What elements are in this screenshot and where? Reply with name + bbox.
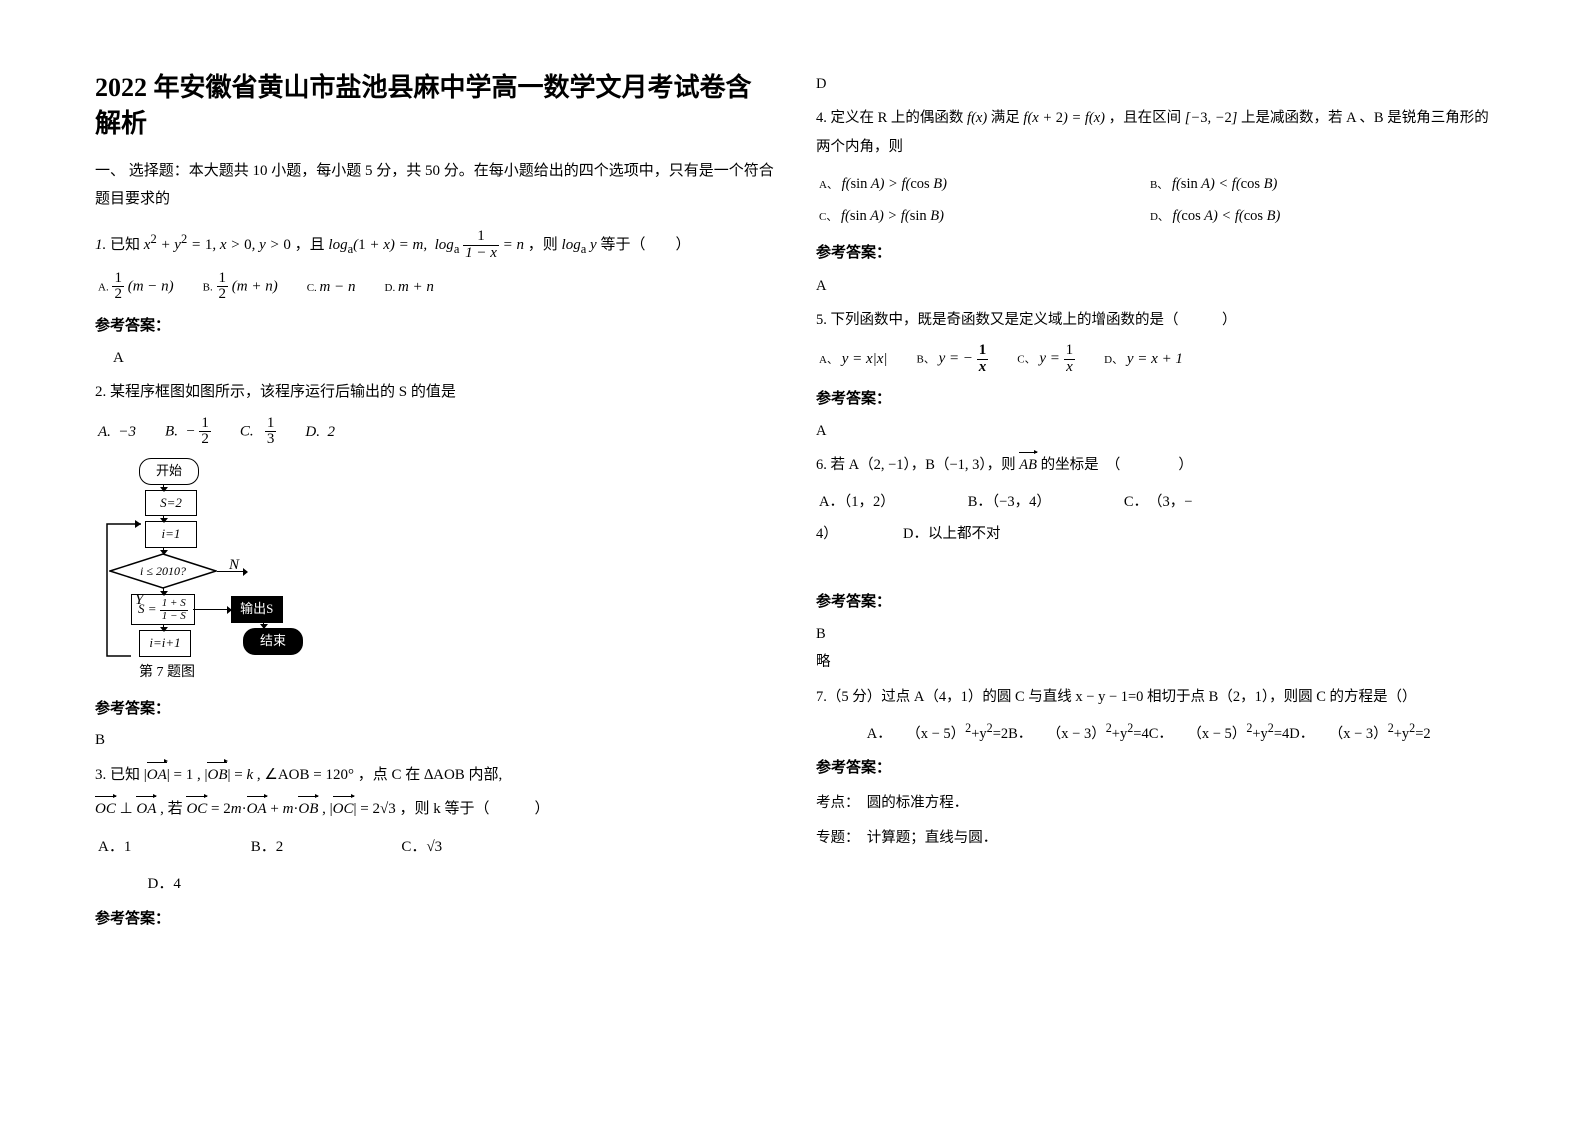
q1-answer-label: 参考答案：	[95, 312, 776, 341]
q5-options: A、 y = x|x| B、 y = − 1x C、 y = 1x D、 y =…	[816, 340, 1497, 379]
q7-opt-A: A． （x − 5）2+y2=2	[867, 726, 1008, 742]
q3-opt-C: C．√3	[400, 832, 569, 863]
right-column: D 4. 定义在 R 上的偶函数 f(x) 满足 f(x + 2) = f(x)…	[796, 70, 1497, 1082]
q1-log-expr: loga(1 + x) = m, loga	[328, 237, 459, 253]
question-3-line2: OC ⊥ OA , 若 OC = 2m·OA + m·OB , |OC| = 2…	[95, 795, 776, 824]
q1-opt-A: A. 12 (m − n)	[97, 270, 200, 305]
q1-fraction: 1 1 − x	[463, 229, 499, 262]
q4-opt-D: D、 f(cos A) < f(cos B)	[1149, 201, 1480, 231]
q7-opt-B: B． （x − 3）2+y2=4	[1008, 726, 1149, 742]
q4-opt-A: A、 f(sin A) > f(cos B)	[818, 169, 1147, 199]
arrow-icon	[193, 609, 231, 610]
flowchart-caption: 第 7 题图	[139, 660, 776, 687]
q4-answer: A	[816, 272, 1497, 300]
q1-options: A. 12 (m − n) B. 12 (m + n) C. m − n D. …	[95, 268, 776, 307]
arrow-icon	[163, 484, 164, 491]
q2-options: A. −3 B. − 12 C. 13 D. 2	[95, 413, 776, 452]
arrow-icon	[263, 621, 264, 628]
q3-opt-B: B．2	[250, 832, 399, 863]
q2-answer: B	[95, 726, 776, 755]
q5-opt-A: A、 y = x|x|	[818, 342, 914, 377]
question-3-line1: 3. 已知 |OA| = 1 , |OB| = k , ∠AOB = 120° …	[95, 761, 776, 790]
q6-opt-C-D-line: 4） D．以上都不对	[816, 526, 1000, 542]
q1-stem-1: 1. 已知 x2 + y2 = 1, x > 0, y > 0 ，且	[95, 237, 328, 253]
q1-opt-B: B. 12 (m + n)	[202, 270, 304, 305]
q7-opt-C: C． （x − 5）2+y2=4	[1149, 726, 1290, 742]
q5-opt-D: D、 y = x + 1	[1103, 342, 1209, 377]
question-4: 4. 定义在 R 上的偶函数 f(x) 满足 f(x + 2) = f(x) ，…	[816, 104, 1497, 161]
q6-answer: B	[816, 620, 1497, 648]
q1-opt-D: D. m + n	[384, 270, 460, 305]
question-5: 5. 下列函数中，既是奇函数又是定义域上的增函数的是（ ）	[816, 306, 1497, 334]
flow-output: 输出S	[231, 596, 283, 623]
q2-opt-D: D. 2	[304, 415, 361, 450]
q5-opt-B: B、 y = − 1x	[916, 342, 1015, 377]
q3-answer-label: 参考答案：	[95, 905, 776, 934]
left-column: 2022 年安徽省黄山市盐池县麻中学高一数学文月考试卷含解析 一、 选择题：本大…	[95, 70, 796, 1082]
flow-update-row: S = 1 + S1 − S 输出S	[125, 594, 776, 625]
flow-N-label: N	[229, 551, 239, 580]
q3-options: A．1 B．2 C．√3	[95, 830, 776, 865]
question-6: 6. 若 A（2, −1），B（−1, 3），则 AB 的坐标是 （ ）	[816, 451, 1497, 479]
q3-answer: D	[816, 70, 1497, 98]
flow-loopback-icon	[101, 518, 181, 658]
q5-answer: A	[816, 417, 1497, 445]
q7-options: A． （x − 5）2+y2=2B． （x − 3）2+y2=4C． （x − …	[867, 717, 1497, 748]
q7-opt-D: D． （x − 3）2+y2=2	[1289, 726, 1430, 742]
q2-answer-label: 参考答案：	[95, 695, 776, 724]
q4-opt-B: B、 f(sin A) < f(cos B)	[1149, 169, 1480, 199]
exam-title: 2022 年安徽省黄山市盐池县麻中学高一数学文月考试卷含解析	[95, 70, 776, 143]
q2-opt-C: C. 13	[239, 415, 303, 450]
question-1: 1. 已知 x2 + y2 = 1, x > 0, y > 0 ，且 loga(…	[95, 228, 776, 262]
q7-zhuanti: 专题： 计算题；直线与圆．	[816, 824, 1497, 852]
q7-answer-label: 参考答案：	[816, 754, 1497, 783]
q7-kaodian: 考点： 圆的标准方程．	[816, 789, 1497, 817]
q5-answer-label: 参考答案：	[816, 385, 1497, 414]
q6-opt-A: A．（1，2）	[818, 487, 965, 517]
q3-opt-A: A．1	[97, 832, 248, 863]
section-1-heading: 一、 选择题：本大题共 10 小题，每小题 5 分，共 50 分。在每小题给出的…	[95, 157, 776, 214]
q4-opt-C: C、 f(sin A) > f(sin B)	[818, 201, 1147, 231]
q6-answer-label: 参考答案：	[816, 588, 1497, 617]
q2-opt-B: B. − 12	[164, 415, 237, 450]
q5-opt-C: C、 y = 1x	[1016, 342, 1101, 377]
q4-options: A、 f(sin A) > f(cos B) B、 f(sin A) < f(c…	[816, 167, 1482, 234]
page-root: 2022 年安徽省黄山市盐池县麻中学高一数学文月考试卷含解析 一、 选择题：本大…	[0, 0, 1587, 1122]
q1-opt-C: C. m − n	[306, 270, 382, 305]
flowchart-diagram: 开始 S=2 i=1 i ≤ 2010? N Y	[125, 458, 776, 657]
q6-opt-B: B．（−3，4）	[967, 487, 1121, 517]
q4-answer-label: 参考答案：	[816, 239, 1497, 268]
q6-note: 略	[816, 648, 1497, 676]
flow-end: 结束	[243, 628, 303, 655]
q1-eq-n: = n	[503, 237, 524, 253]
q6-options: A．（1，2） B．（−3，4） C． （3，− 4） D．以上都不对	[816, 485, 1497, 548]
q3-opt-D: D．4	[148, 870, 777, 899]
q6-opt-C-partial: C． （3，−	[1123, 487, 1263, 517]
q1-answer: A	[113, 344, 776, 373]
q1-tail: ，则 loga y 等于（ ）	[528, 237, 691, 253]
question-2: 2. 某程序框图如图所示，该程序运行后输出的 S 的值是	[95, 378, 776, 407]
q2-opt-A: A. −3	[97, 415, 162, 450]
flow-start: 开始	[139, 458, 199, 485]
question-7: 7.（5 分）过点 A（4，1）的圆 C 与直线 x − y − 1=0 相切于…	[816, 683, 1497, 711]
flow-decision-row: i ≤ 2010? N	[125, 553, 776, 589]
flow-step-S: S=2	[145, 490, 197, 517]
